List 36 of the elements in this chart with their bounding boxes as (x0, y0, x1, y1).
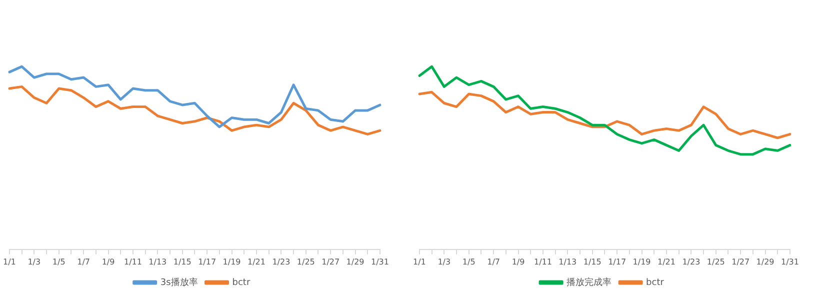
x-tick-label: 1/5 (462, 257, 476, 266)
x-tick-label: 1/11 (534, 257, 552, 266)
x-tick-label: 1/31 (781, 257, 799, 266)
legend-label: 3s播放率 (160, 276, 198, 288)
x-tick-label: 1/11 (124, 257, 142, 266)
x-tick-label: 1/3 (438, 257, 451, 266)
x-tick-label: 1/5 (52, 257, 66, 266)
x-tick-label: 1/15 (583, 257, 602, 266)
legend-label: 播放完成率 (566, 276, 612, 288)
legend-label: bctr (232, 278, 250, 288)
x-tick-label: 1/23 (272, 257, 290, 266)
x-tick-label: 1/31 (371, 257, 389, 266)
x-tick-label: 1/7 (487, 257, 500, 266)
x-tick-label: 1/13 (148, 257, 167, 266)
x-tick-label: 1/9 (102, 257, 115, 266)
x-tick-label: 1/15 (173, 257, 192, 266)
x-tick-label: 1/3 (28, 257, 41, 266)
x-tick-label: 1/25 (706, 257, 725, 266)
x-tick-label: 1/23 (682, 257, 700, 266)
x-tick-label: 1/27 (322, 257, 340, 266)
x-tick-label: 1/1 (3, 257, 16, 266)
x-tick-label: 1/7 (77, 257, 90, 266)
x-tick-label: 1/29 (346, 257, 364, 266)
x-tick-label: 1/19 (222, 257, 241, 266)
x-tick-label: 1/17 (608, 257, 626, 266)
legend-label: bctr (646, 278, 664, 288)
x-tick-label: 1/27 (732, 257, 750, 266)
x-tick-label: 1/25 (296, 257, 315, 266)
x-tick-label: 1/19 (632, 257, 651, 266)
x-tick-label: 1/1 (413, 257, 426, 266)
x-tick-label: 1/29 (756, 257, 774, 266)
x-tick-label: 1/17 (198, 257, 216, 266)
x-tick-label: 1/21 (657, 257, 676, 266)
x-tick-label: 1/21 (247, 257, 266, 266)
x-tick-label: 1/9 (512, 257, 525, 266)
x-tick-label: 1/13 (558, 257, 577, 266)
